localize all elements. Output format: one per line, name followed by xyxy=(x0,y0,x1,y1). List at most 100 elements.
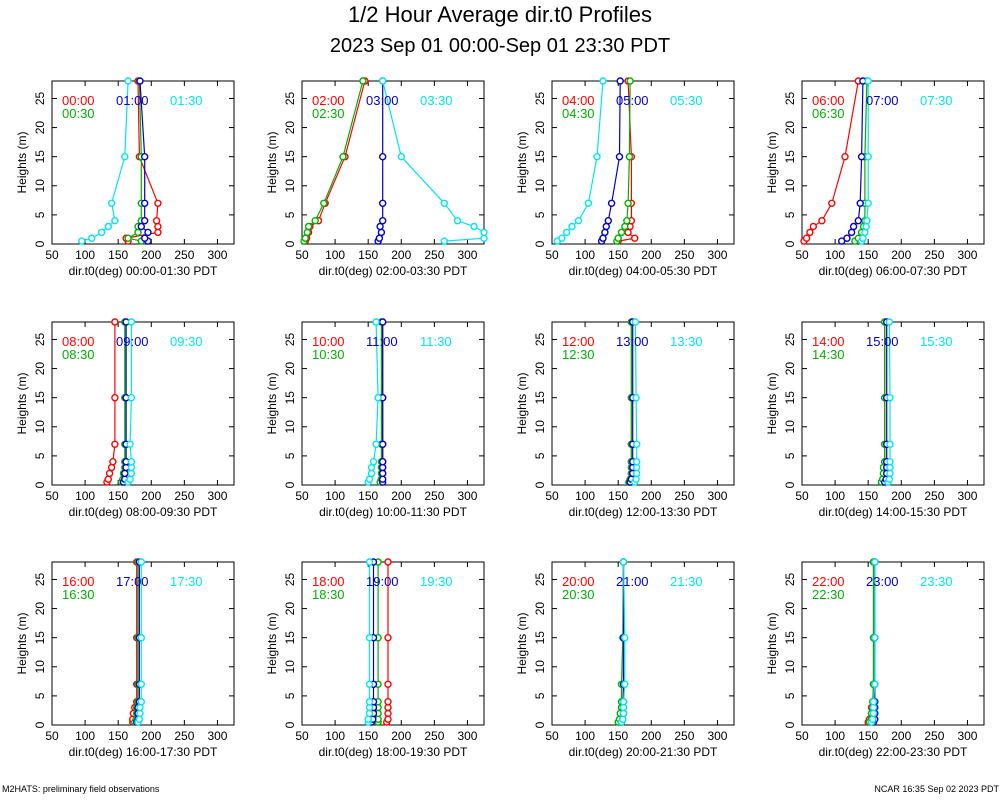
data-point xyxy=(869,698,878,706)
profile-panel: 50 100 150 200 250 300 0 5 10 15 20 25 dir.t0(deg) 0… xyxy=(515,77,735,278)
x-tick-label: 50 xyxy=(795,489,809,503)
data-point xyxy=(619,558,628,566)
plot-frame xyxy=(301,561,485,726)
y-tick-label: 15 xyxy=(283,391,297,405)
data-point xyxy=(379,440,387,448)
y-tick-label: 0 xyxy=(783,481,797,488)
data-point xyxy=(631,234,639,242)
data-point xyxy=(384,709,392,718)
y-tick-label: 20 xyxy=(533,362,547,376)
x-tick-label: 300 xyxy=(707,248,727,262)
legend-entry: 23:30 xyxy=(920,574,953,589)
y-tick-label: 10 xyxy=(283,660,297,674)
data-point xyxy=(574,216,583,225)
x-tick-label: 100 xyxy=(325,489,345,503)
y-tick-label: 0 xyxy=(283,240,297,247)
data-point xyxy=(633,440,641,448)
legend-entry: 14:30 xyxy=(812,347,845,362)
y-tick-label: 25 xyxy=(783,572,797,586)
legend-entry: 19:30 xyxy=(420,574,453,589)
data-point xyxy=(136,77,144,85)
x-tick-label: 250 xyxy=(174,489,194,503)
y-axis-label: Heights (m) xyxy=(765,372,779,434)
legend-entry: 12:00 xyxy=(562,334,595,349)
data-point xyxy=(470,222,478,231)
x-tick-label: 300 xyxy=(957,729,977,743)
legend-entry: 10:30 xyxy=(312,347,345,362)
legend-entry: 06:00 xyxy=(812,93,845,108)
legend-entry: 08:30 xyxy=(62,347,95,362)
y-tick-label: 10 xyxy=(783,179,797,193)
x-tick-label: 200 xyxy=(391,729,411,743)
x-tick-label: 250 xyxy=(924,729,944,743)
legend-entry: 08:00 xyxy=(62,334,95,349)
data-point xyxy=(124,234,132,242)
data-point xyxy=(154,222,162,231)
x-axis-label: dir.t0(deg) 16:00-17:30 PDT xyxy=(69,745,218,759)
data-point xyxy=(619,709,628,718)
x-tick-label: 200 xyxy=(391,489,411,503)
y-tick-label: 10 xyxy=(33,420,47,434)
profile-panel: 50 100 150 200 250 300 0 5 10 15 20 25 dir.t0(deg) 1… xyxy=(265,318,485,519)
y-tick-label: 0 xyxy=(33,481,47,488)
legend-entry: 09:00 xyxy=(116,334,149,349)
data-point xyxy=(121,152,129,161)
x-tick-label: 150 xyxy=(108,729,128,743)
profile-panel: 50 100 150 200 250 300 0 5 10 15 20 25 dir.t0(deg) 0… xyxy=(15,77,235,278)
data-point xyxy=(621,222,629,231)
data-point xyxy=(615,152,624,161)
legend-entry: 02:00 xyxy=(312,93,345,108)
data-point xyxy=(152,216,161,225)
legend-entry: 23:00 xyxy=(866,574,899,589)
x-tick-label: 300 xyxy=(707,729,727,743)
x-axis-label: dir.t0(deg) 22:00-23:30 PDT xyxy=(819,745,968,759)
data-point xyxy=(376,222,384,231)
legend-entry: 19:00 xyxy=(366,574,399,589)
y-axis-label: Heights (m) xyxy=(15,131,29,193)
data-point xyxy=(838,237,846,245)
data-point xyxy=(97,228,106,237)
y-tick-label: 20 xyxy=(33,362,47,376)
data-point xyxy=(886,394,894,402)
x-tick-label: 50 xyxy=(295,489,309,503)
data-point xyxy=(111,318,119,326)
x-tick-label: 50 xyxy=(295,248,309,262)
data-point xyxy=(304,222,313,231)
y-axis-label: Heights (m) xyxy=(15,372,29,434)
data-point xyxy=(885,475,894,483)
y-tick-label: 5 xyxy=(533,692,547,699)
data-point xyxy=(339,152,347,161)
profile-panel: 50 100 150 200 250 300 0 5 10 15 20 25 dir.t0(deg) 2… xyxy=(515,558,735,759)
x-tick-label: 50 xyxy=(545,248,559,262)
legend-entry: 22:30 xyxy=(812,587,845,602)
x-tick-label: 100 xyxy=(75,729,95,743)
data-point xyxy=(111,216,119,225)
x-tick-label: 200 xyxy=(141,489,161,503)
y-tick-label: 10 xyxy=(533,660,547,674)
data-point xyxy=(886,440,894,448)
legend-entry: 16:30 xyxy=(62,587,95,602)
data-point xyxy=(617,228,626,237)
y-axis-label: Heights (m) xyxy=(515,131,529,193)
data-point xyxy=(857,152,866,161)
x-tick-label: 150 xyxy=(358,729,378,743)
x-tick-label: 250 xyxy=(424,489,444,503)
legend-entry: 06:30 xyxy=(812,106,845,121)
data-point xyxy=(440,199,448,208)
y-tick-label: 15 xyxy=(783,150,797,164)
data-point xyxy=(869,709,878,718)
data-point xyxy=(616,77,624,85)
x-tick-label: 50 xyxy=(45,729,59,743)
data-point xyxy=(136,703,144,712)
x-axis-label: dir.t0(deg) 08:00-09:30 PDT xyxy=(69,505,218,519)
data-point xyxy=(154,199,162,208)
data-point xyxy=(127,394,136,402)
data-point xyxy=(365,703,374,712)
y-tick-label: 15 xyxy=(533,150,547,164)
data-point xyxy=(379,458,387,466)
y-tick-label: 25 xyxy=(533,91,547,105)
x-tick-label: 150 xyxy=(108,248,128,262)
x-tick-label: 250 xyxy=(424,729,444,743)
x-tick-label: 100 xyxy=(575,729,595,743)
